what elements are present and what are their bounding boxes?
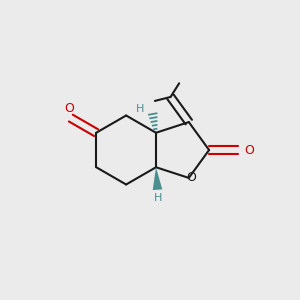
Text: H: H [154,194,162,203]
Text: O: O [64,102,74,115]
Text: O: O [186,171,196,184]
Text: H: H [136,104,145,114]
Polygon shape [153,167,162,190]
Text: O: O [244,143,254,157]
